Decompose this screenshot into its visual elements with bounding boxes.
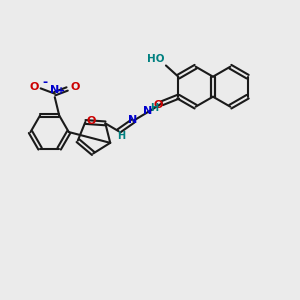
Text: N: N (50, 85, 59, 95)
Text: +: + (57, 86, 65, 96)
Text: HO: HO (147, 54, 164, 64)
Text: N: N (128, 115, 138, 125)
Text: -: - (43, 76, 48, 89)
Text: H: H (117, 131, 125, 142)
Text: O: O (87, 116, 96, 126)
Text: N: N (143, 106, 152, 116)
Text: O: O (70, 82, 80, 92)
Text: O: O (29, 82, 39, 92)
Text: H: H (150, 103, 158, 113)
Text: O: O (153, 100, 163, 110)
